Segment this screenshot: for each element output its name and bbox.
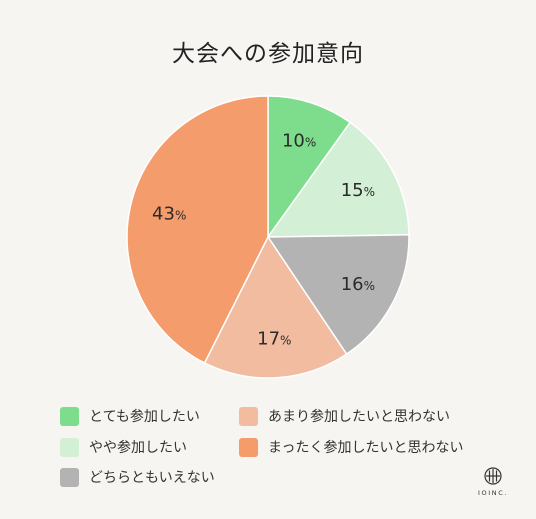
brand-logo: IOINC. bbox=[468, 467, 518, 503]
pie-slice-4 bbox=[203, 235, 348, 379]
pie-slice-3 bbox=[266, 234, 410, 356]
pie-slice-1 bbox=[267, 95, 352, 240]
legend-label: とても参加したい bbox=[89, 409, 200, 425]
legend-swatch bbox=[239, 437, 258, 457]
legend-label: やや参加したい bbox=[89, 440, 187, 456]
legend-swatch bbox=[60, 406, 79, 426]
slice-value-label-4: 17% bbox=[257, 328, 291, 349]
pie-slice-2 bbox=[266, 121, 410, 238]
chart-title: 大会への参加意向 bbox=[172, 41, 364, 67]
legend-item-3: どちらともいえない bbox=[60, 466, 215, 488]
legend: とても参加したい やや参加したいどちらともいえない あまり参加したいと思わない まった… bbox=[60, 405, 500, 495]
legend-swatch bbox=[60, 437, 79, 457]
slice-value-label-2: 15% bbox=[341, 180, 375, 201]
legend-item-4: あまり参加したいと思わない bbox=[239, 405, 450, 427]
legend-item-1: とても参加したい bbox=[60, 405, 200, 427]
legend-swatch bbox=[60, 467, 79, 487]
legend-label: まったく参加したいと思わない bbox=[268, 440, 464, 456]
legend-swatch bbox=[239, 406, 258, 426]
legend-label: あまり参加したいと思わない bbox=[268, 409, 450, 425]
slice-value-label-5: 43% bbox=[152, 204, 186, 225]
pie-labels: 10% 15% 16% 17% 43% bbox=[152, 130, 375, 349]
slice-value-label-3: 16% bbox=[341, 274, 375, 295]
legend-label: どちらともいえない bbox=[89, 470, 215, 486]
legend-item-2: やや参加したい bbox=[60, 436, 187, 458]
brand-name: IOINC. bbox=[477, 489, 509, 497]
slice-value-label-1: 10% bbox=[282, 130, 316, 151]
pie-slices bbox=[126, 95, 410, 379]
brand-mark-icon bbox=[484, 467, 502, 485]
pie-slice-5 bbox=[126, 95, 269, 364]
legend-item-5: まったく参加したいと思わない bbox=[239, 436, 463, 458]
